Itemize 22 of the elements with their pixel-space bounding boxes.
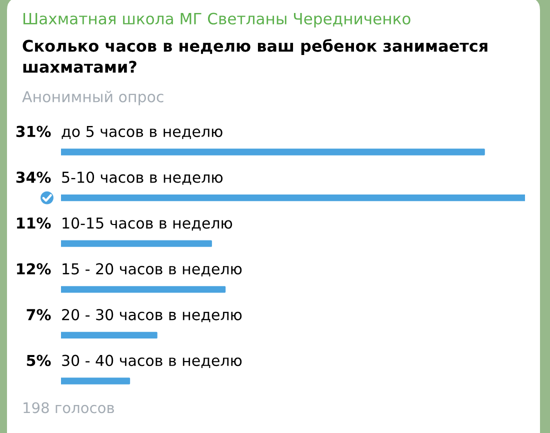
bar [61,332,158,339]
text: 198 голосов [24,402,114,414]
bar [61,378,130,384]
bar [61,286,226,293]
y-tick-label: 15 - 20 часов в неделю [62,263,242,276]
y-tick-label: 10-15 часов в неделю [62,217,232,231]
bar [61,194,525,202]
data-label: 31% [16,126,51,138]
y-tick-label: 5-10 часов в неделю [62,172,223,185]
bar [61,240,212,247]
chart-title: Сколько часов в неделю ваш ребенок занимается шахматами? [22,39,488,73]
data-label: 5% [26,354,51,366]
data-label: 7% [26,308,51,320]
chart-subtitle: Анонимный опрос [22,90,164,106]
data-label: 11% [17,217,51,229]
y-tick-label: 20 - 30 часов в неделю [62,308,242,322]
bar [61,148,485,156]
y-tick-label: до 5 часов в неделю [62,126,222,139]
text: Шахматная школа МГ Светланы Чередниченко [24,12,410,28]
data-label: 34% [16,172,51,183]
y-tick-label: 30 - 40 часов в неделю [62,354,242,368]
data-label: 12% [17,263,51,275]
